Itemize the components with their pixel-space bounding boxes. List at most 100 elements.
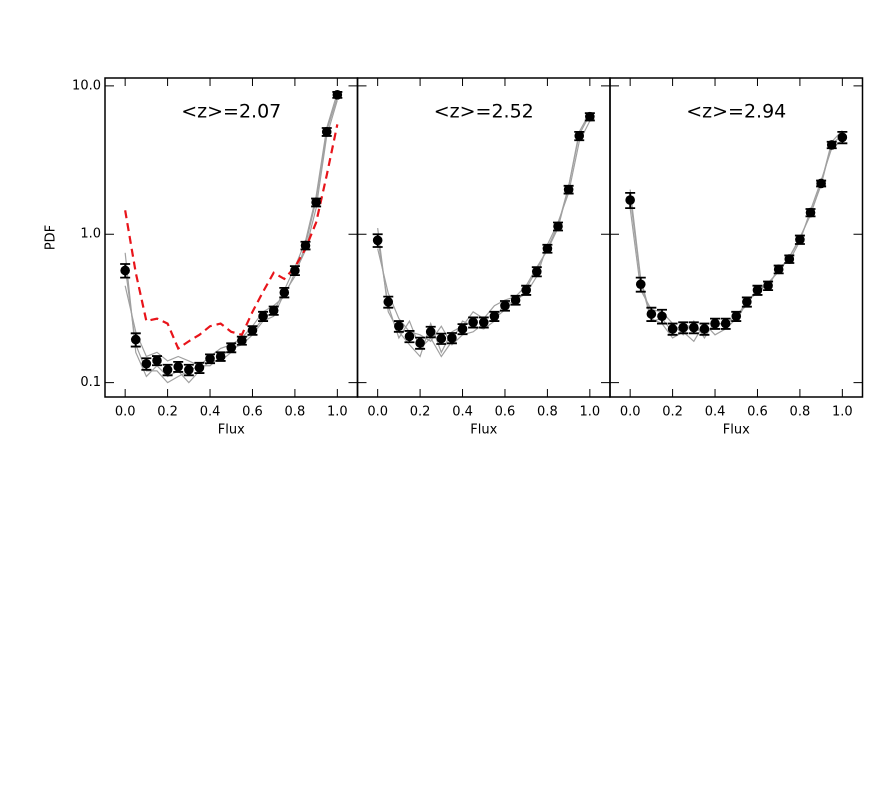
data-point — [194, 362, 205, 373]
data-point — [436, 333, 447, 344]
data-point — [215, 351, 226, 362]
data-point — [425, 327, 436, 337]
data-point — [710, 318, 720, 329]
data-point — [826, 140, 837, 150]
x-tick-label: 0.6 — [495, 405, 516, 420]
model-line — [377, 120, 591, 346]
data-point — [563, 184, 574, 195]
x-tick-label: 0.0 — [115, 405, 136, 420]
data-point — [763, 280, 773, 291]
plot-frame — [609, 77, 864, 398]
chart-title: <z>=2.07 — [181, 101, 281, 123]
y-tick-label: 1.0 — [80, 227, 101, 242]
model-line — [629, 135, 843, 333]
data-point — [279, 287, 290, 298]
data-point — [383, 297, 394, 307]
data-point — [226, 342, 237, 353]
data-point — [542, 243, 553, 254]
data-point — [152, 355, 162, 366]
x-axis-label: Flux — [470, 423, 497, 438]
data-point — [574, 131, 585, 141]
data-point — [173, 361, 184, 372]
data-point — [784, 254, 795, 264]
data-point — [489, 311, 500, 322]
x-axis-label: Flux — [723, 423, 750, 438]
data-point — [699, 324, 710, 334]
data-point — [635, 279, 646, 290]
x-tick-label: 0.2 — [410, 405, 431, 420]
x-tick-label: 0.8 — [537, 405, 558, 420]
data-point — [205, 353, 215, 364]
data-point — [510, 295, 521, 305]
x-tick-label: 0.4 — [452, 405, 473, 420]
data-point — [237, 335, 247, 346]
x-tick-label: 0.6 — [747, 405, 768, 420]
model-line — [124, 100, 338, 367]
data-point — [795, 234, 805, 245]
data-point — [816, 178, 826, 189]
data-point — [689, 322, 699, 333]
data-point — [141, 358, 152, 369]
data-point — [805, 207, 816, 218]
data-point — [372, 235, 383, 246]
x-tick-label: 0.4 — [705, 405, 726, 420]
data-point — [447, 333, 457, 343]
data-point — [184, 365, 194, 375]
data-point — [731, 311, 742, 322]
data-point — [625, 195, 635, 205]
data-point — [332, 90, 343, 100]
data-point — [585, 111, 595, 122]
data-point — [457, 324, 468, 334]
data-point — [752, 285, 763, 295]
data-point — [321, 127, 332, 137]
chart-title: <z>=2.94 — [686, 101, 786, 123]
data-point — [468, 317, 478, 328]
x-tick-label: 0.2 — [662, 405, 683, 420]
chart-title: <z>=2.52 — [434, 101, 534, 123]
data-point — [120, 265, 130, 276]
data-point — [290, 265, 300, 276]
data-point — [837, 132, 848, 143]
data-point — [720, 318, 731, 329]
data-point — [553, 221, 563, 232]
x-tick-label: 1.0 — [579, 405, 600, 420]
y-tick-label: 0.1 — [80, 375, 101, 390]
x-tick-label: 0.0 — [367, 405, 388, 420]
x-tick-label: 0.8 — [285, 405, 306, 420]
x-tick-label: 0.8 — [790, 405, 811, 420]
reference-line — [124, 124, 339, 351]
data-point — [646, 309, 657, 319]
data-point — [500, 300, 510, 311]
data-point — [521, 285, 531, 295]
data-point — [657, 311, 667, 322]
data-point — [404, 331, 415, 342]
data-point — [415, 338, 425, 348]
x-tick-label: 0.4 — [200, 405, 221, 420]
plot-frame — [356, 77, 611, 398]
x-tick-label: 0.6 — [242, 405, 263, 420]
data-point — [311, 197, 321, 208]
data-point — [478, 317, 489, 328]
data-point — [268, 305, 279, 316]
data-point — [247, 325, 258, 336]
model-line — [124, 92, 338, 384]
data-point — [531, 266, 542, 277]
data-point — [258, 311, 268, 322]
x-tick-label: 0.0 — [620, 405, 641, 420]
x-axis-label: Flux — [218, 423, 245, 438]
y-tick-label: 10.0 — [72, 78, 101, 93]
data-point — [162, 365, 173, 375]
data-point — [742, 297, 752, 307]
data-point — [678, 322, 689, 333]
model-line — [629, 139, 843, 340]
data-point — [300, 240, 311, 251]
data-point — [667, 324, 678, 334]
x-tick-label: 0.2 — [157, 405, 178, 420]
data-point — [394, 321, 404, 332]
x-tick-label: 1.0 — [327, 405, 348, 420]
x-tick-label: 1.0 — [832, 405, 853, 420]
data-point — [773, 264, 784, 275]
y-axis-label: PDF — [44, 225, 59, 250]
